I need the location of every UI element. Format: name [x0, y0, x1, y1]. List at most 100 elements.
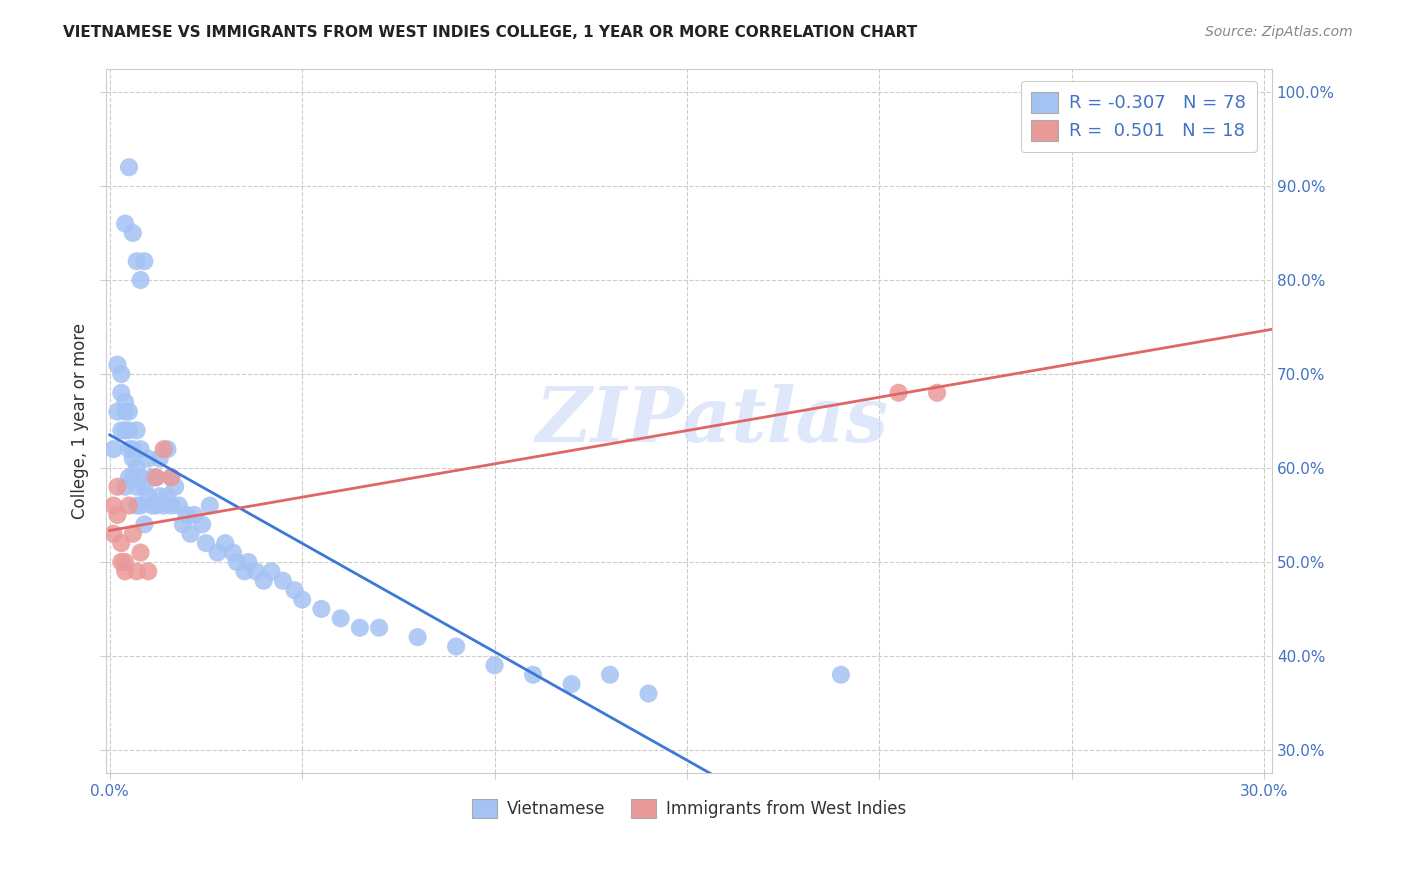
Point: [118, 499, 141, 513]
Point: [103, 499, 125, 513]
Point: [245, 565, 267, 579]
Point: [121, 526, 143, 541]
Point: [134, 254, 156, 268]
Point: [125, 254, 148, 268]
Point: [129, 442, 152, 457]
Point: [167, 499, 190, 513]
Point: [329, 611, 352, 625]
Point: [149, 451, 172, 466]
Point: [118, 404, 141, 418]
Point: [118, 423, 141, 437]
Point: [637, 687, 659, 701]
Point: [160, 470, 183, 484]
Point: [141, 499, 163, 513]
Point: [114, 395, 136, 409]
Point: [114, 404, 136, 418]
Point: [125, 423, 148, 437]
Point: [110, 555, 132, 569]
Point: [260, 565, 283, 579]
Point: [125, 480, 148, 494]
Point: [114, 423, 136, 437]
Text: ZIPatlas: ZIPatlas: [536, 384, 889, 458]
Point: [198, 499, 221, 513]
Point: [125, 499, 148, 513]
Point: [121, 442, 143, 457]
Point: [207, 545, 229, 559]
Point: [927, 385, 949, 400]
Point: [121, 226, 143, 240]
Point: [129, 273, 152, 287]
Point: [560, 677, 582, 691]
Point: [134, 517, 156, 532]
Point: [165, 480, 187, 494]
Point: [149, 489, 172, 503]
Point: [110, 385, 132, 400]
Point: [125, 461, 148, 475]
Point: [121, 451, 143, 466]
Text: VIETNAMESE VS IMMIGRANTS FROM WEST INDIES COLLEGE, 1 YEAR OR MORE CORRELATION CH: VIETNAMESE VS IMMIGRANTS FROM WEST INDIE…: [63, 25, 918, 40]
Point: [107, 358, 129, 372]
Point: [129, 470, 152, 484]
Point: [114, 565, 136, 579]
Point: [406, 630, 429, 644]
Point: [484, 658, 506, 673]
Y-axis label: College, 1 year or more: College, 1 year or more: [72, 323, 89, 519]
Point: [129, 545, 152, 559]
Point: [136, 565, 159, 579]
Point: [103, 526, 125, 541]
Point: [271, 574, 294, 588]
Point: [183, 508, 205, 522]
Point: [114, 217, 136, 231]
Point: [136, 451, 159, 466]
Point: [225, 555, 247, 569]
Point: [118, 442, 141, 457]
Point: [830, 667, 852, 681]
Point: [291, 592, 314, 607]
Point: [114, 555, 136, 569]
Point: [152, 442, 174, 457]
Point: [156, 442, 179, 457]
Point: [145, 470, 167, 484]
Point: [176, 508, 198, 522]
Point: [194, 536, 217, 550]
Point: [110, 423, 132, 437]
Point: [368, 621, 391, 635]
Point: [214, 536, 236, 550]
Point: [110, 367, 132, 381]
Point: [160, 470, 183, 484]
Point: [522, 667, 544, 681]
Point: [114, 480, 136, 494]
Point: [156, 489, 179, 503]
Point: [283, 583, 305, 598]
Point: [599, 667, 621, 681]
Point: [145, 499, 167, 513]
Legend: Vietnamese, Immigrants from West Indies: Vietnamese, Immigrants from West Indies: [465, 792, 912, 825]
Point: [444, 640, 467, 654]
Point: [172, 517, 194, 532]
Point: [129, 499, 152, 513]
Text: Source: ZipAtlas.com: Source: ZipAtlas.com: [1205, 25, 1353, 39]
Point: [191, 517, 214, 532]
Point: [253, 574, 276, 588]
Point: [118, 160, 141, 174]
Point: [107, 508, 129, 522]
Point: [160, 499, 183, 513]
Point: [311, 602, 333, 616]
Point: [103, 442, 125, 457]
Point: [125, 565, 148, 579]
Point: [349, 621, 371, 635]
Point: [136, 489, 159, 503]
Point: [110, 536, 132, 550]
Point: [152, 499, 174, 513]
Point: [141, 470, 163, 484]
Point: [233, 565, 256, 579]
Point: [180, 526, 202, 541]
Point: [238, 555, 260, 569]
Point: [145, 470, 167, 484]
Point: [222, 545, 245, 559]
Point: [107, 480, 129, 494]
Point: [134, 480, 156, 494]
Point: [107, 404, 129, 418]
Point: [887, 385, 910, 400]
Point: [118, 470, 141, 484]
